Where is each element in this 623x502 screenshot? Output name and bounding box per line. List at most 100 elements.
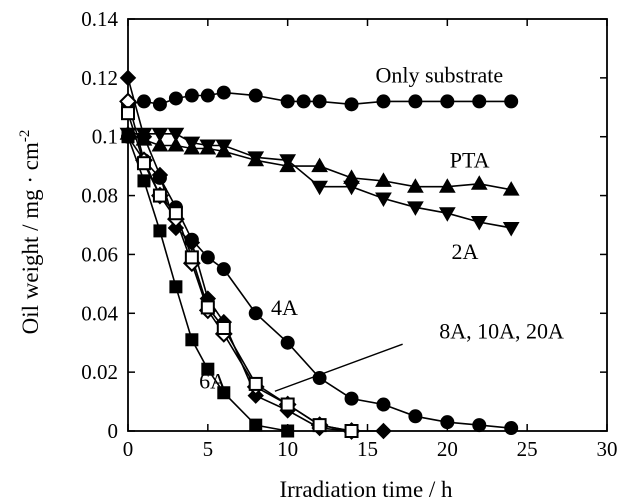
point-6a [249, 418, 263, 432]
point-6a [281, 424, 295, 438]
point-pta [438, 178, 456, 193]
annotations: Only substrate PTA 2A 4A 8A, 10A, 20A 6A [199, 62, 564, 393]
x-tick-label: 20 [437, 437, 458, 461]
point-20a [135, 128, 153, 145]
point-6a [137, 174, 151, 188]
x-tick-label: 30 [597, 437, 618, 461]
point-only-substrate [184, 88, 199, 103]
point-2a [375, 192, 392, 208]
point-2a [151, 127, 169, 143]
point-2a [167, 127, 185, 143]
point-only-substrate [296, 94, 311, 109]
y-tick-label: 0.1 [92, 125, 118, 149]
point-4a [504, 421, 519, 436]
point-6a [217, 386, 231, 400]
y-tick-label: 0.14 [81, 7, 118, 31]
point-2a [279, 154, 297, 169]
annotation-8a-10a-20a: 8A, 10A, 20A [439, 318, 564, 343]
y-tick-label: 0.02 [81, 360, 118, 384]
point-2a [199, 139, 217, 155]
point-pta [167, 137, 185, 152]
point-only-substrate [136, 94, 151, 109]
point-20a [151, 166, 169, 184]
point-4a [376, 397, 391, 412]
point-6a [121, 130, 135, 144]
point-2a [407, 201, 424, 216]
point-only-substrate [472, 94, 487, 109]
point-2a [470, 216, 488, 231]
annotation-leader-line [274, 343, 403, 392]
point-pta [470, 175, 488, 190]
point-20a [375, 422, 392, 440]
point-only-substrate [248, 88, 263, 103]
x-tick-label: 15 [357, 437, 378, 461]
annotation-6a: 6A [199, 368, 226, 393]
series-markers [119, 69, 520, 440]
x-tick-label: 25 [517, 437, 538, 461]
point-2a [215, 139, 233, 155]
x-tick-label: 0 [123, 437, 134, 461]
point-pta [502, 181, 520, 196]
point-10a [152, 188, 167, 203]
point-only-substrate [376, 94, 391, 109]
point-only-substrate [200, 88, 215, 103]
point-only-substrate [440, 94, 455, 109]
point-2a [311, 180, 328, 196]
point-pta [407, 178, 424, 193]
point-2a [183, 136, 201, 152]
y-axis-title-exponent: -2 [17, 130, 33, 143]
point-10a [168, 206, 183, 221]
point-only-substrate [344, 97, 359, 112]
point-only-substrate [408, 94, 423, 109]
point-pta [311, 157, 328, 173]
point-10a [280, 397, 295, 412]
y-axis-title: Oil weight / mg · cm-2 [17, 130, 43, 335]
point-6a [185, 333, 199, 347]
y-tick-label: 0.04 [81, 301, 118, 325]
point-4a [280, 335, 295, 350]
point-20a [183, 234, 201, 251]
point-4a [408, 409, 423, 424]
point-4a [472, 418, 487, 433]
point-2a [502, 221, 520, 237]
y-tick-label: 0.06 [81, 242, 118, 266]
x-tick-label: 10 [277, 437, 298, 461]
annotation-4a: 4A [271, 295, 298, 320]
point-6a [153, 224, 167, 238]
point-10a [312, 418, 327, 433]
series-line-2a [128, 133, 512, 229]
plot-axes: 0 5 10 15 20 25 30 0 0.02 0.04 0.06 0.08 0.1 0.12 0.14 [81, 7, 617, 461]
point-6a [169, 280, 183, 294]
point-4a [248, 306, 263, 321]
series-line-pta [127, 133, 512, 191]
y-axis-title-main: Oil weight / mg · cm [18, 142, 43, 334]
point-pta [375, 172, 392, 187]
point-10a [344, 424, 359, 438]
point-only-substrate [168, 91, 183, 106]
point-4a [216, 262, 231, 277]
y-tick-label: 0.12 [81, 66, 118, 90]
x-axis-title: Irradiation time / h [279, 477, 453, 502]
annotation-pta: PTA [450, 148, 490, 173]
point-4a [440, 415, 455, 430]
point-10a [216, 321, 231, 335]
point-4a [200, 250, 215, 265]
point-20a [119, 69, 137, 87]
point-2a [343, 180, 360, 196]
x-tick-label: 5 [203, 437, 214, 461]
point-pta [151, 137, 169, 152]
point-only-substrate [216, 85, 231, 100]
point-4a [312, 371, 327, 386]
point-only-substrate [152, 97, 167, 112]
annotation-only-substrate: Only substrate [375, 62, 503, 87]
point-4a [344, 391, 359, 406]
point-2a [247, 151, 265, 166]
point-6a [201, 362, 215, 376]
point-only-substrate [504, 94, 519, 109]
point-10a [248, 376, 263, 391]
point-2a [438, 207, 456, 222]
point-10a [184, 250, 199, 265]
point-10a [136, 156, 151, 171]
annotation-2a: 2A [451, 239, 478, 264]
